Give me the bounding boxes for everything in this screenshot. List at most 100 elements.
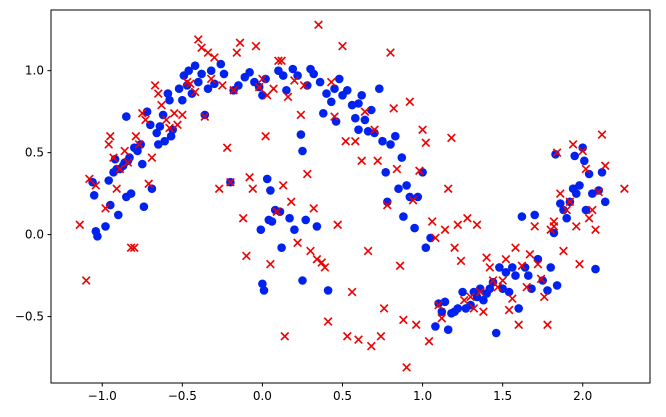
data-point-x: [415, 166, 424, 176]
data-point-x: [277, 56, 286, 66]
y-tick-label: 0.0: [25, 228, 44, 242]
data-point-x: [104, 140, 114, 149]
data-point-circle: [194, 77, 203, 87]
data-point-x: [147, 153, 157, 162]
data-point-circle: [312, 222, 322, 231]
data-point-circle: [514, 304, 523, 313]
data-point-x: [402, 363, 411, 372]
data-point-circle: [104, 176, 113, 185]
data-point-x: [302, 169, 312, 179]
data-point-circle: [375, 84, 384, 93]
y-tick-label: 0.5: [25, 146, 44, 160]
data-point-circle: [174, 84, 184, 93]
data-point-x: [511, 243, 520, 253]
data-point-x: [437, 313, 447, 323]
data-point-circle: [472, 292, 482, 302]
data-point-x: [459, 295, 469, 305]
data-point-circle: [285, 213, 294, 223]
data-point-x: [266, 259, 275, 269]
data-point-circle: [437, 307, 447, 317]
data-point-x: [218, 81, 227, 90]
data-point-circle: [418, 168, 427, 177]
data-point-x: [395, 261, 405, 271]
data-point-circle: [160, 136, 169, 146]
data-point-circle: [158, 110, 168, 120]
data-point-x: [190, 87, 200, 97]
data-point-x: [109, 153, 118, 162]
data-point-circle: [584, 169, 594, 179]
data-point-circle: [440, 297, 450, 307]
data-point-x: [578, 146, 588, 156]
data-point-circle: [413, 192, 423, 202]
data-point-x: [536, 274, 546, 284]
data-point-x: [75, 220, 85, 230]
data-point-x: [112, 184, 122, 194]
data-point-circle: [570, 151, 579, 161]
data-point-circle: [165, 95, 174, 105]
data-point-circle: [101, 222, 110, 231]
data-point-circle: [330, 84, 339, 93]
data-point-x: [115, 164, 125, 174]
data-point-circle: [216, 59, 226, 69]
y-tick-label: −0.5: [15, 310, 44, 324]
data-point-circle: [600, 197, 610, 207]
data-point-circle: [556, 199, 565, 208]
data-point-circle: [245, 68, 254, 77]
data-point-x: [447, 133, 456, 143]
data-point-x: [232, 48, 242, 57]
data-point-x: [418, 125, 427, 135]
data-point-x: [320, 263, 330, 272]
data-point-x: [101, 204, 110, 213]
data-point-circle: [89, 191, 99, 200]
data-point-x: [424, 336, 434, 346]
data-point-x: [482, 253, 491, 262]
data-point-x: [440, 225, 450, 235]
data-point-circle: [267, 217, 277, 226]
data-point-x: [392, 164, 402, 174]
data-point-circle: [343, 86, 352, 95]
data-point-x: [137, 108, 147, 118]
data-point-x: [330, 112, 339, 121]
x-tick-label: 2.0: [573, 389, 592, 403]
data-point-x: [466, 292, 475, 302]
data-point-circle: [278, 71, 288, 80]
data-point-circle: [588, 189, 597, 198]
data-point-circle: [378, 136, 387, 146]
data-point-x: [376, 331, 386, 341]
data-point-circle: [296, 130, 306, 139]
data-point-circle: [431, 322, 440, 331]
data-point-x: [363, 246, 373, 256]
data-point-x: [229, 85, 238, 95]
data-point-x: [555, 189, 565, 198]
data-point-x: [169, 108, 179, 118]
data-point-x: [575, 259, 584, 269]
data-point-x: [251, 41, 261, 51]
data-point-circle: [262, 174, 272, 184]
data-point-circle: [258, 279, 267, 289]
data-point-circle: [266, 186, 275, 195]
data-point-x: [405, 97, 415, 107]
data-point-x: [357, 156, 367, 166]
data-point-x: [373, 156, 383, 166]
data-point-circle: [399, 212, 408, 221]
data-point-circle: [391, 131, 400, 141]
data-point-x: [210, 53, 219, 62]
data-point-x: [571, 222, 581, 231]
data-point-circle: [154, 140, 163, 149]
data-point-x: [408, 195, 418, 205]
data-point-circle: [277, 243, 286, 252]
data-point-x: [379, 304, 389, 313]
data-point-circle: [133, 146, 142, 156]
data-point-x: [366, 341, 376, 351]
x-tick-label: −1.0: [88, 389, 117, 403]
data-point-x: [360, 107, 370, 117]
data-point-circle: [360, 115, 370, 125]
data-point-x: [434, 300, 443, 310]
data-point-circle: [184, 66, 193, 75]
x-tick-label: −0.5: [168, 389, 197, 403]
x-tick-label: 0.0: [253, 389, 272, 403]
data-point-x: [347, 287, 357, 297]
data-point-circle: [106, 200, 115, 210]
data-point-circle: [319, 109, 328, 118]
